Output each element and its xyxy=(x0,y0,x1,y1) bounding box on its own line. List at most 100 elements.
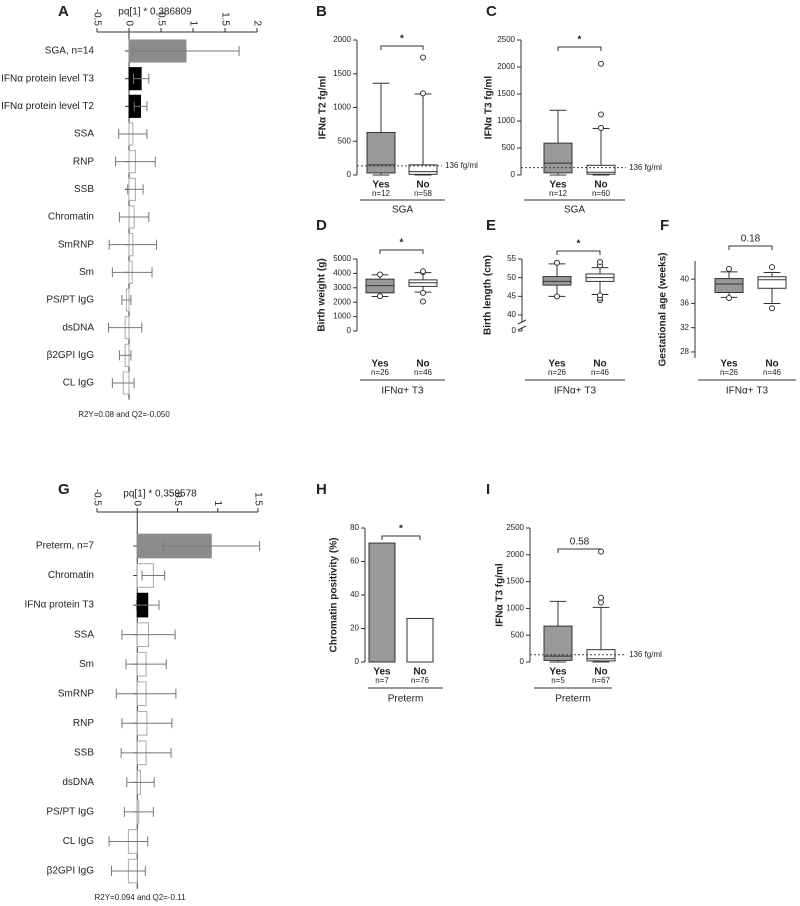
category-label: No xyxy=(413,667,426,678)
box xyxy=(543,142,573,174)
category-label: No xyxy=(416,180,429,191)
outlier xyxy=(598,125,604,132)
significance-bracket xyxy=(380,45,424,50)
group-label: Preterm xyxy=(388,694,424,705)
y-tick-label: 0 xyxy=(511,170,516,179)
significance-bracket xyxy=(381,535,421,540)
footnote: R2Y=0.08 and Q2=-0.050 xyxy=(78,410,170,419)
outlier xyxy=(420,268,426,275)
outlier xyxy=(769,305,775,312)
category-label: No xyxy=(594,667,607,678)
significance: * xyxy=(400,34,404,45)
y-tick-label: 40 xyxy=(507,310,516,319)
outlier xyxy=(420,289,426,296)
group-label: IFNα+ T3 xyxy=(381,386,424,397)
significance-bracket xyxy=(379,249,424,254)
category-label: CL IgG xyxy=(63,836,95,847)
outlier xyxy=(598,111,604,118)
y-tick-label: 5000 xyxy=(333,254,351,263)
y-tick-label: 2500 xyxy=(497,35,515,44)
reference-label: 136 fg/ml xyxy=(445,161,478,170)
category-label: Yes xyxy=(548,359,566,370)
n-label: n=67 xyxy=(592,676,611,685)
y-tick-label: 0 xyxy=(355,657,360,666)
category-label: β2GPI IgG xyxy=(47,350,95,361)
group-label: IFNα+ T3 xyxy=(554,386,597,397)
box xyxy=(586,164,616,175)
category-label: Yes xyxy=(549,180,567,191)
category-label: Preterm, n=7 xyxy=(36,541,95,552)
category-label: Yes xyxy=(371,359,389,370)
x-tick-label: 0 xyxy=(132,500,143,506)
x-tick-label: 0.5 xyxy=(172,492,183,506)
y-tick-label: 40 xyxy=(680,274,689,283)
x-tick-label: 1 xyxy=(212,500,223,506)
y-tick-label: 500 xyxy=(338,136,352,145)
n-label: n=12 xyxy=(549,189,568,198)
category-label: SSB xyxy=(74,184,94,195)
y-tick-label: 1500 xyxy=(333,69,351,78)
y-tick-label: 40 xyxy=(350,590,359,599)
bar xyxy=(368,542,396,663)
x-tick-label: 2 xyxy=(251,20,262,26)
y-tick-label: 36 xyxy=(680,299,689,308)
y-tick-label: 55 xyxy=(507,254,516,263)
y-tick-label: 4000 xyxy=(333,269,351,278)
panel-letter: H xyxy=(316,481,327,498)
y-tick-label: 2500 xyxy=(506,523,524,532)
category-label: Sm xyxy=(79,659,94,670)
outlier xyxy=(598,548,604,555)
outlier xyxy=(420,298,426,305)
category-label: PS/PT IgG xyxy=(46,807,94,818)
category-label: RNP xyxy=(73,718,94,729)
y-axis-label: IFNα T2 fg/ml xyxy=(318,76,329,140)
category-label: RNP xyxy=(73,156,94,167)
outlier xyxy=(598,60,604,67)
panel-letter: E xyxy=(486,217,496,234)
n-label: n=5 xyxy=(551,676,565,685)
category-label: No xyxy=(765,359,778,370)
category-label: CL IgG xyxy=(63,378,95,389)
outlier xyxy=(377,293,383,300)
category-label: Yes xyxy=(720,359,738,370)
outlier xyxy=(726,265,732,272)
outlier xyxy=(420,54,426,61)
y-tick-label: 45 xyxy=(507,291,516,300)
footnote: R2Y=0.094 and Q2=-0.11 xyxy=(94,893,186,902)
significance: * xyxy=(399,524,403,535)
significance-bracket xyxy=(556,250,601,255)
category-label: SGA, n=14 xyxy=(45,46,95,57)
y-axis-label: IFNα T3 fg/ml xyxy=(495,563,506,627)
category-label: IFNα protein level T3 xyxy=(1,73,94,84)
y-axis-label: Chromatin positivity (%) xyxy=(329,537,340,652)
category-label: Yes xyxy=(373,667,391,678)
panel-letter: D xyxy=(316,217,327,234)
outlier xyxy=(597,258,603,265)
x-tick-label: -0.5 xyxy=(91,489,102,507)
y-tick-label: 32 xyxy=(680,323,689,332)
y-tick-label: 1000 xyxy=(333,312,351,321)
category-label: IFNα protein T3 xyxy=(24,600,94,611)
category-label: β2GPI IgG xyxy=(47,866,95,877)
axis-title: pq[1] * 0,359578 xyxy=(123,489,197,500)
panel-letter: G xyxy=(58,481,70,498)
panel-letter: B xyxy=(316,3,327,20)
category-label: SmRNP xyxy=(58,688,94,699)
significance-bracket xyxy=(557,46,602,51)
group-label: SGA xyxy=(392,205,413,216)
group-label: SGA xyxy=(564,205,585,216)
panel-letter: C xyxy=(486,3,497,20)
category-label: Chromatin xyxy=(48,570,94,581)
category-label: No xyxy=(594,180,607,191)
y-tick-label: 2000 xyxy=(497,62,515,71)
axis-break xyxy=(517,319,527,325)
box xyxy=(366,131,396,174)
y-axis-label: IFNα T3 fg/ml xyxy=(484,76,495,140)
reference-label: 136 fg/ml xyxy=(629,650,662,659)
box xyxy=(586,649,616,662)
reference-label: 136 fg/ml xyxy=(629,163,662,172)
significance: * xyxy=(577,239,581,250)
category-label: PS/PT IgG xyxy=(46,295,94,306)
y-tick-label: 0 xyxy=(347,326,352,335)
